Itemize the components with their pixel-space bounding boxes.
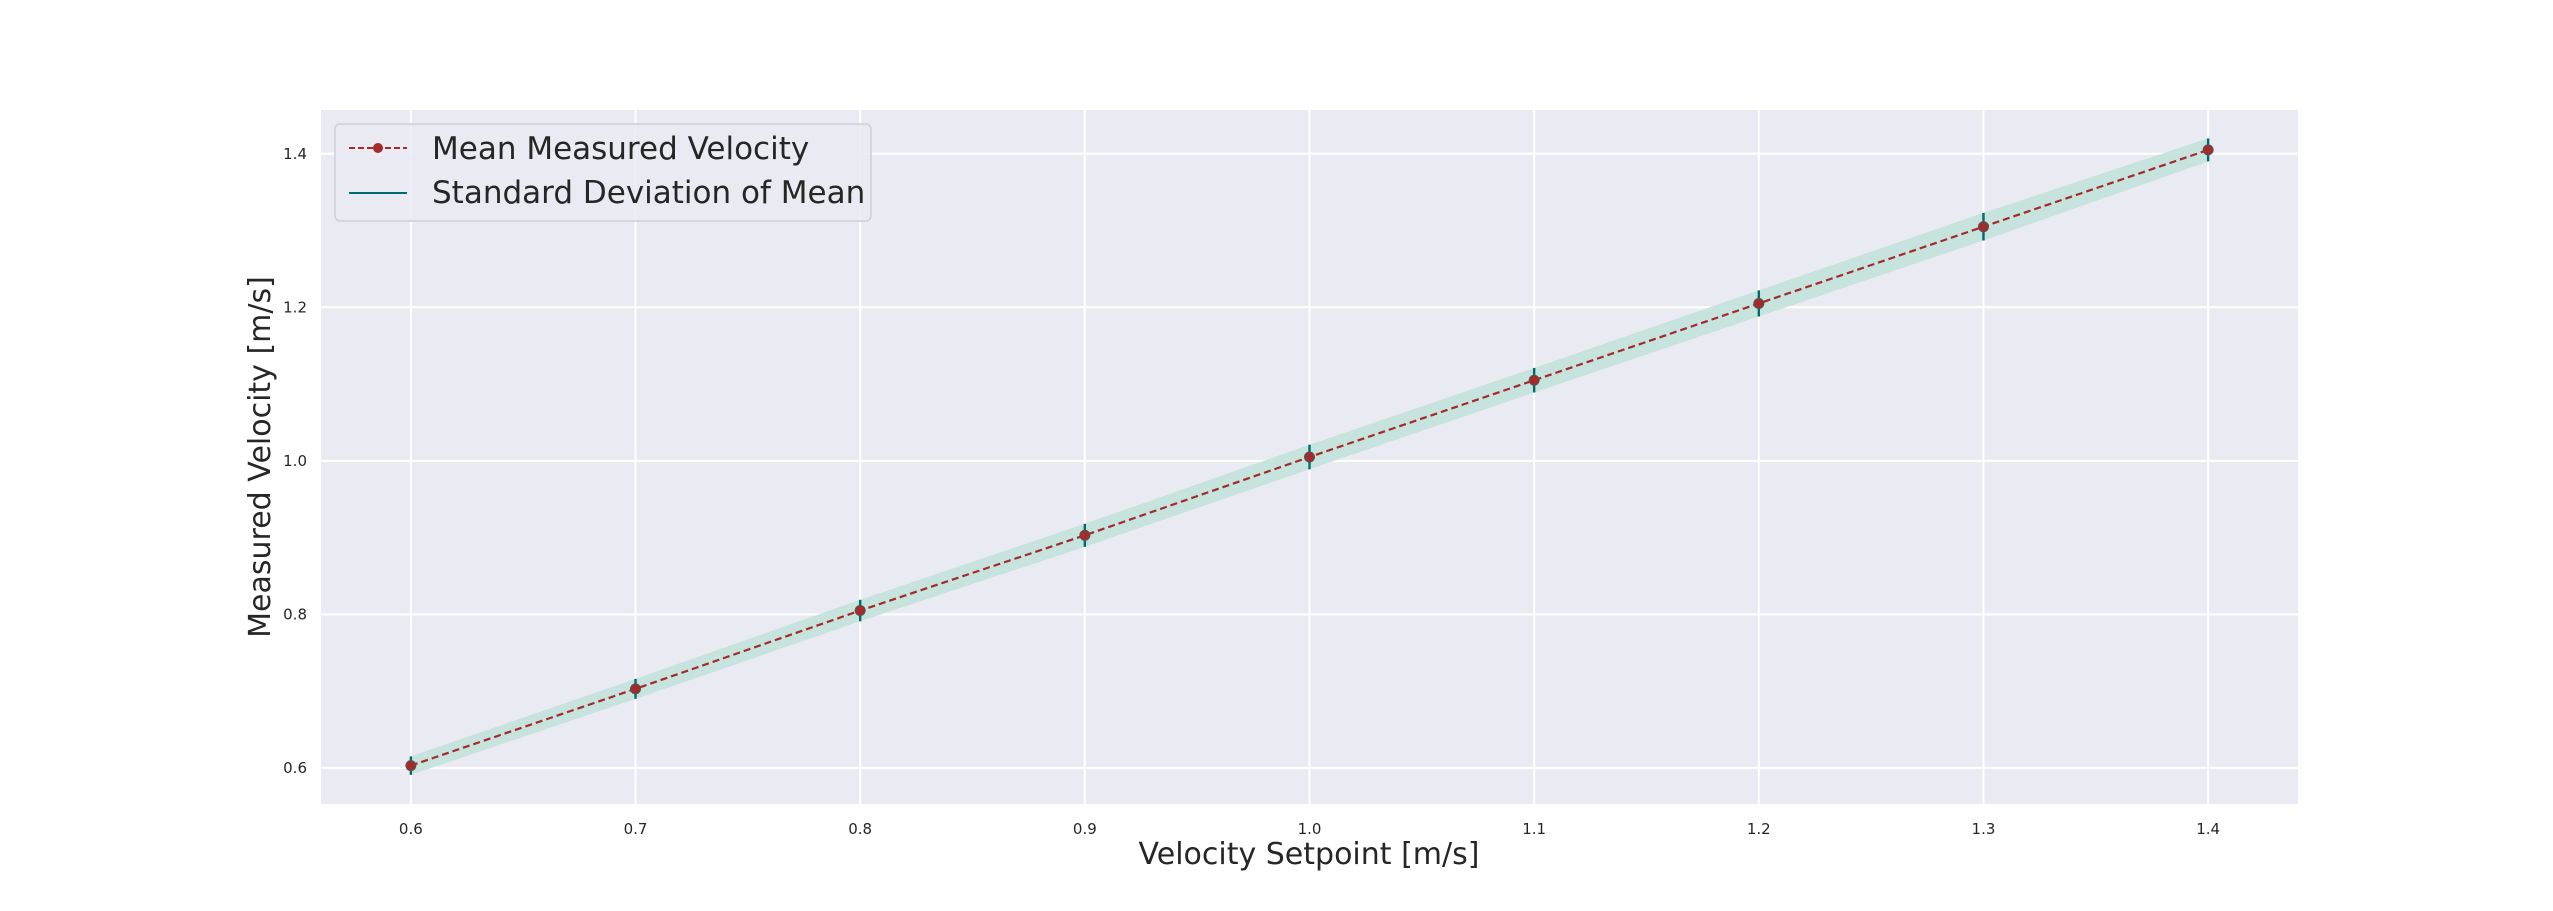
x-tick-label: 1.4 bbox=[2196, 820, 2220, 838]
x-tick-label: 0.8 bbox=[848, 820, 872, 838]
mean-point bbox=[1977, 221, 1989, 233]
legend-box bbox=[334, 123, 872, 222]
y-tick-label: 1.4 bbox=[283, 145, 307, 163]
legend: Mean Measured Velocity Standard Deviatio… bbox=[334, 123, 872, 222]
y-tick-label: 1.0 bbox=[283, 452, 307, 470]
y-tick-label: 1.2 bbox=[283, 298, 307, 316]
x-tick-label: 1.0 bbox=[1298, 820, 1322, 838]
x-axis-title: Velocity Setpoint [m/s] bbox=[1139, 837, 1480, 872]
mean-point bbox=[405, 760, 417, 772]
x-tick-label: 1.1 bbox=[1522, 820, 1546, 838]
mean-point bbox=[1304, 451, 1315, 463]
legend-label-std: Standard Deviation of Mean bbox=[432, 175, 865, 211]
y-axis-title: Measured Velocity [m/s] bbox=[243, 276, 278, 638]
mean-point bbox=[1079, 529, 1091, 541]
mean-point bbox=[1528, 374, 1540, 386]
x-tick-label: 1.3 bbox=[1972, 820, 1996, 838]
legend-label-mean: Mean Measured Velocity bbox=[432, 131, 809, 167]
x-tick-label: 0.6 bbox=[399, 820, 423, 838]
x-tick-label: 0.7 bbox=[624, 820, 648, 838]
legend-mean-marker-sample bbox=[373, 143, 383, 153]
x-tick-labels: 0.6 0.7 0.8 0.9 1.0 1.1 1.2 1.3 1.4 bbox=[399, 820, 2220, 838]
mean-point bbox=[2202, 144, 2214, 156]
mean-point bbox=[854, 605, 866, 617]
y-tick-labels: 0.6 0.8 1.0 1.2 1.4 bbox=[283, 145, 307, 777]
mean-point bbox=[1753, 297, 1765, 309]
x-tick-label: 1.2 bbox=[1747, 820, 1771, 838]
y-tick-label: 0.8 bbox=[283, 605, 307, 623]
x-tick-label: 0.9 bbox=[1073, 820, 1097, 838]
y-tick-label: 0.6 bbox=[283, 759, 307, 777]
mean-point bbox=[630, 683, 642, 695]
mean-markers bbox=[405, 144, 2214, 772]
